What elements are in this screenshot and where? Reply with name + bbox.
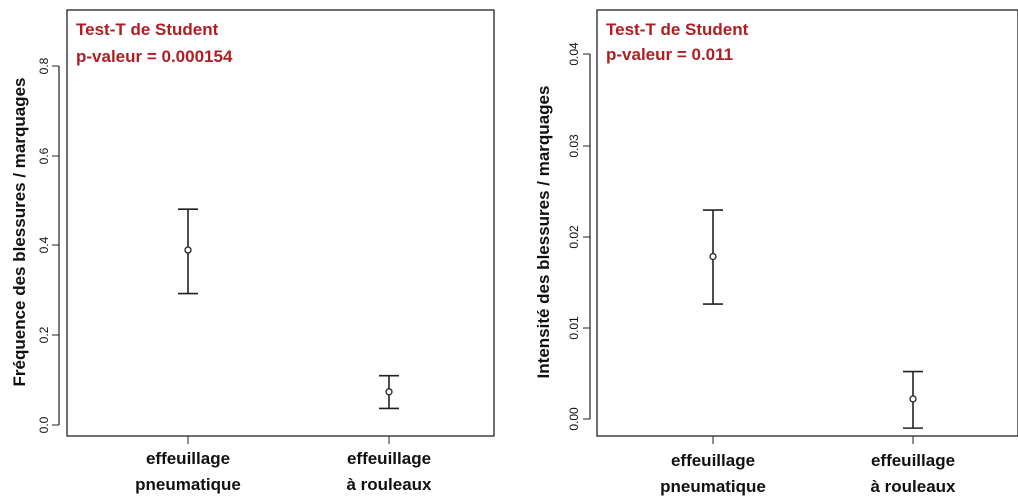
- panel-frequency: Test-T de Student p-valeur = 0.000154 Fr…: [10, 9, 495, 494]
- y-tick-label: 0.6: [37, 147, 51, 164]
- x-category-label-line1: effeuillage: [347, 449, 431, 468]
- y-axis-label: Fréquence des blessures / marquages: [10, 78, 29, 387]
- mean-point: [184, 246, 192, 254]
- p-value-label: p-valeur = 0.000154: [76, 47, 233, 66]
- mean-point: [385, 388, 393, 396]
- p-value-label: p-valeur = 0.011: [606, 45, 733, 64]
- chart-marks: [703, 209, 923, 429]
- y-tick-label: 0.04: [567, 42, 581, 66]
- y-tick-label: 0.03: [567, 134, 581, 158]
- mean-point: [709, 252, 717, 261]
- y-tick-label: 0.8: [37, 57, 51, 74]
- test-title: Test-T de Student: [606, 20, 749, 39]
- y-tick-label: 0.0: [37, 416, 51, 433]
- x-category-label-line2: pneumatique: [135, 475, 241, 494]
- y-ticks: 0.00 0.01 0.02 0.03 0.04: [567, 42, 590, 431]
- mean-point: [909, 395, 917, 403]
- plot-box: [596, 9, 1018, 437]
- x-category-label-line2: à rouleaux: [346, 475, 432, 494]
- x-category-label-line1: effeuillage: [146, 449, 230, 468]
- x-category-label-line2: pneumatique: [660, 477, 766, 496]
- test-title: Test-T de Student: [76, 20, 219, 39]
- x-category-label-line1: effeuillage: [671, 451, 755, 470]
- x-category-label-line2: à rouleaux: [870, 477, 956, 496]
- panel-intensity: Test-T de Student p-valeur = 0.011 Inten…: [534, 9, 1018, 496]
- y-tick-label: 0.02: [567, 225, 581, 249]
- plot-box: [66, 9, 495, 437]
- y-tick-label: 0.01: [567, 316, 581, 340]
- chart-marks: [178, 208, 399, 410]
- y-tick-label: 0.2: [37, 326, 51, 343]
- y-tick-label: 0.4: [37, 236, 51, 253]
- y-ticks: 0.0 0.2 0.4 0.6 0.8: [37, 57, 59, 433]
- x-category-label-line1: effeuillage: [871, 451, 955, 470]
- y-tick-label: 0.00: [567, 407, 581, 431]
- y-axis-label: Intensité des blessures / marquages: [534, 86, 553, 379]
